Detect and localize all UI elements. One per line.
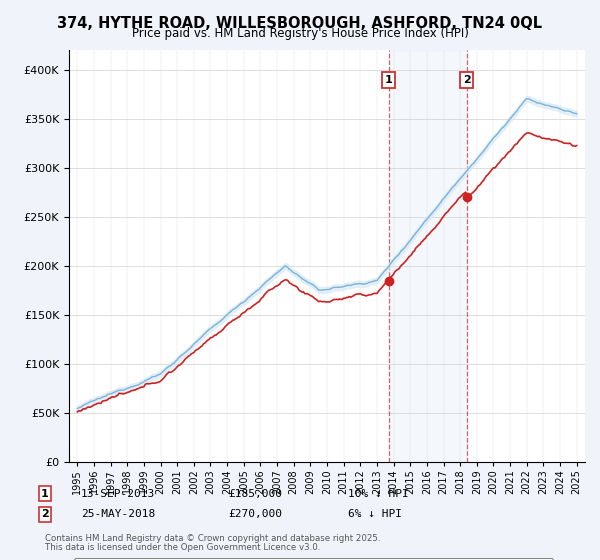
Text: 1: 1 <box>385 75 392 85</box>
Text: 1: 1 <box>41 489 49 499</box>
Text: 2: 2 <box>41 509 49 519</box>
Text: Price paid vs. HM Land Registry's House Price Index (HPI): Price paid vs. HM Land Registry's House … <box>131 27 469 40</box>
Text: This data is licensed under the Open Government Licence v3.0.: This data is licensed under the Open Gov… <box>45 543 320 552</box>
Text: Contains HM Land Registry data © Crown copyright and database right 2025.: Contains HM Land Registry data © Crown c… <box>45 534 380 543</box>
Legend: 374, HYTHE ROAD, WILLESBOROUGH, ASHFORD, TN24 0QL (semi-detached house), HPI: Av: 374, HYTHE ROAD, WILLESBOROUGH, ASHFORD,… <box>74 558 553 560</box>
Text: £270,000: £270,000 <box>228 509 282 519</box>
Text: 10% ↓ HPI: 10% ↓ HPI <box>348 489 409 499</box>
Text: 13-SEP-2013: 13-SEP-2013 <box>81 489 155 499</box>
Bar <box>389 50 467 462</box>
Text: £185,000: £185,000 <box>228 489 282 499</box>
Text: 25-MAY-2018: 25-MAY-2018 <box>81 509 155 519</box>
Text: 374, HYTHE ROAD, WILLESBOROUGH, ASHFORD, TN24 0QL: 374, HYTHE ROAD, WILLESBOROUGH, ASHFORD,… <box>58 16 542 31</box>
Text: 2: 2 <box>463 75 470 85</box>
Text: 6% ↓ HPI: 6% ↓ HPI <box>348 509 402 519</box>
